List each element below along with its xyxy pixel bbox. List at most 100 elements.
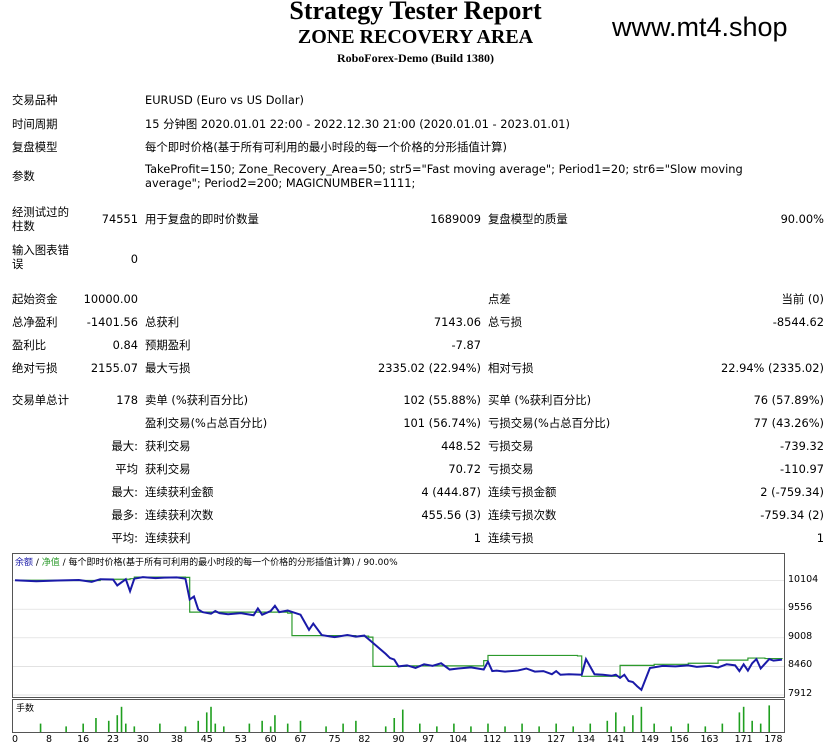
largest-loss-value: -739.32	[780, 439, 824, 453]
rel-drawdown-label: 相对亏损	[488, 361, 534, 375]
period-label: 时间周期	[12, 117, 58, 131]
bars-label: 经测试过的柱数	[12, 205, 69, 233]
ea-name: ZONE RECOVERY AREA	[297, 26, 534, 48]
loss-trades-value: 77 (43.26%)	[753, 416, 824, 430]
max-drawdown-value: 2335.02 (22.94%)	[377, 361, 481, 375]
volume-bar	[470, 726, 472, 732]
max-cons-profit-label: 连续获利次数	[145, 508, 214, 522]
x-tick-label: 141	[606, 734, 625, 745]
payoff-label: 预期盈利	[145, 338, 191, 352]
max-cons-wins-value: 4 (444.87)	[421, 485, 481, 499]
gross-profit-value: 7143.06	[433, 315, 481, 329]
volume-bar	[393, 718, 396, 732]
params-value: TakeProfit=150; Zone_Recovery_Area=50; s…	[145, 162, 743, 190]
volume-bar	[687, 723, 690, 732]
volume-bar	[768, 705, 771, 732]
x-tick-label: 38	[170, 734, 183, 745]
ticks-value: 1689009	[430, 212, 481, 226]
largest-label: 最大:	[111, 439, 138, 453]
volume-bar	[342, 723, 344, 732]
x-tick-label: 171	[734, 734, 753, 745]
volume-bar	[759, 723, 762, 732]
errors-label: 输入图表错误	[12, 243, 69, 271]
gross-loss-value: -8544.62	[772, 315, 824, 329]
quality-value: 90.00%	[780, 212, 824, 226]
avg-cons-wins-value: 1	[473, 531, 481, 545]
spread-label: 点差	[488, 292, 511, 306]
max-cons-profit-value: 455.56 (3)	[421, 508, 481, 522]
symbol-value: EURUSD (Euro vs US Dollar)	[145, 93, 304, 107]
volume-bar	[401, 709, 404, 732]
gross-loss-label: 总亏损	[488, 315, 523, 329]
volume-bar	[453, 723, 455, 732]
x-tick-label: 97	[422, 734, 435, 745]
volume-bar	[623, 726, 626, 732]
loss-trades-label: 亏损交易(%占总百分比)	[488, 416, 611, 430]
volume-bar	[355, 720, 357, 732]
net-profit-label: 总净盈利	[12, 315, 58, 329]
x-tick-label: 53	[234, 734, 247, 745]
quality-label: 复盘模型的质量	[488, 212, 568, 226]
period-value: 15 分钟图 2020.01.01 22:00 - 2022.12.30 21:…	[145, 117, 570, 131]
largest-loss-label: 亏损交易	[488, 439, 534, 453]
short-positions-value: 102 (55.88%)	[403, 393, 481, 407]
x-tick-label: 90	[392, 734, 405, 745]
server-info: RoboForex-Demo (Build 1380)	[336, 51, 495, 65]
avg-cons-losses-label: 连续亏损	[488, 531, 534, 545]
volume-bar	[704, 726, 707, 732]
avg-cons-label: 平均:	[111, 531, 138, 545]
net-profit-value: -1401.56	[86, 315, 138, 329]
volume-bar	[721, 723, 724, 732]
volume-bar	[274, 715, 276, 732]
spread-value: 当前 (0)	[781, 292, 824, 306]
avg-profit-label: 获利交易	[145, 462, 191, 476]
volume-bar	[184, 726, 187, 732]
volume-bar	[640, 706, 643, 732]
bars-value: 74551	[101, 212, 138, 226]
volume-bar	[504, 726, 506, 732]
x-tick-label: 112	[483, 734, 502, 745]
volume-chart-plot	[39, 705, 771, 732]
report-title: Strategy Tester Report	[289, 0, 542, 25]
volume-bar	[738, 712, 741, 732]
ticks-label: 用于复盘的即时价数量	[145, 212, 259, 226]
errors-value: 0	[130, 252, 138, 266]
x-tick-label: 104	[449, 734, 468, 745]
x-tick-label: 178	[764, 734, 783, 745]
volume-bar	[214, 723, 217, 732]
volume-bar	[419, 723, 421, 732]
abs-drawdown-label: 绝对亏损	[12, 361, 58, 375]
deposit-label: 起始资金	[12, 292, 58, 306]
avg-profit-value: 70.72	[448, 462, 481, 476]
volume-bar	[82, 723, 84, 732]
y-tick-label: 7912	[788, 688, 813, 699]
volume-bar	[555, 723, 557, 732]
x-tick-label: 75	[328, 734, 341, 745]
max-drawdown-label: 最大亏损	[145, 361, 191, 375]
max-cons-loss-label: 连续亏损次数	[488, 508, 557, 522]
volume-bar	[384, 726, 387, 732]
volume-bar	[521, 723, 523, 732]
avg-cons-losses-value: 1	[816, 531, 824, 545]
y-tick-label: 10104	[788, 573, 819, 585]
volume-bar	[487, 723, 489, 732]
x-tick-label: 134	[576, 734, 596, 745]
volume-bar	[742, 706, 745, 732]
x-tick-label: 60	[264, 734, 277, 745]
balance-chart: 余额 / 净值 / 每个即时价格(基于所有可利用的最小时段的每一个价格的分形插值…	[12, 553, 785, 698]
volume-bar	[572, 726, 575, 732]
volume-bar	[436, 726, 438, 732]
avg-loss-value: -110.97	[780, 462, 824, 476]
model-label: 复盘模型	[12, 140, 58, 154]
profit-trades-value: 101 (56.74%)	[403, 416, 481, 430]
max-cons-losses-label: 连续亏损金额	[488, 485, 557, 499]
volume-bar	[133, 726, 136, 732]
long-positions-label: 买单 (%获利百分比)	[488, 393, 592, 407]
x-tick-label: 0	[11, 734, 19, 745]
watermark-text: www.mt4.shop	[612, 12, 788, 42]
volume-bar	[159, 723, 161, 732]
x-tick-label: 8	[46, 734, 53, 745]
x-tick-label: 149	[640, 734, 659, 745]
volume-bar	[632, 715, 634, 732]
rel-drawdown-value: 22.94% (2335.02)	[720, 361, 824, 375]
